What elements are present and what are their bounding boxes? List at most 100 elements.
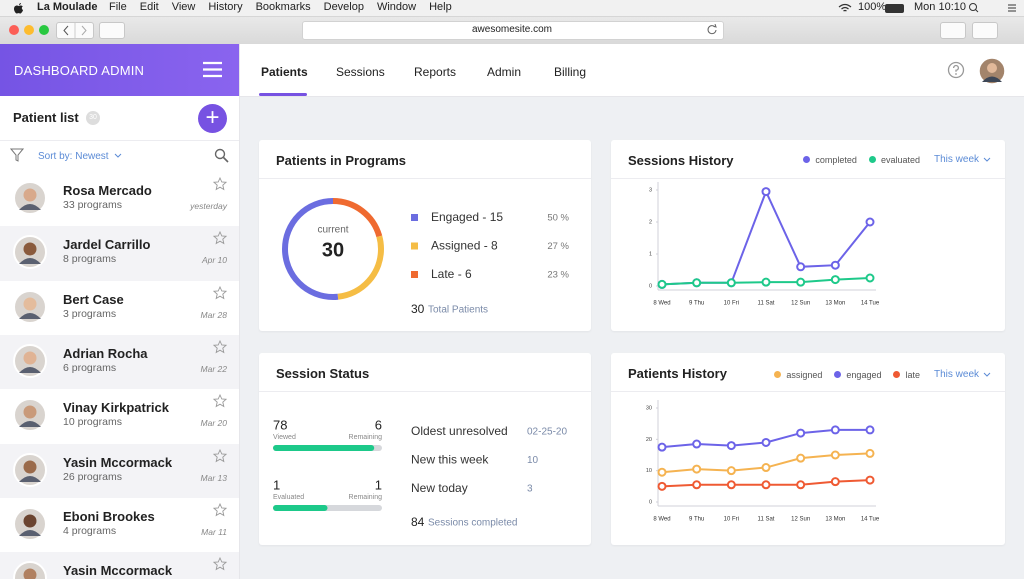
menu-item[interactable]: File [109, 1, 127, 13]
patient-row[interactable]: Bert Case 3 programs Mar 28 [0, 280, 239, 335]
menubar-icons [969, 3, 1016, 13]
avatar [13, 506, 47, 541]
patient-date: Mar 13 [200, 472, 227, 483]
avatar [13, 235, 47, 270]
search-icon[interactable] [214, 148, 230, 164]
patient-name: Eboni Brookes [63, 508, 155, 524]
patient-name: Adrian Rocha [63, 345, 148, 361]
card-divider [611, 178, 1005, 179]
patient-name: Yasin Mccormack [63, 454, 173, 470]
period-select[interactable]: This week [934, 369, 991, 380]
user-avatar[interactable] [978, 57, 1006, 85]
nav-tab[interactable]: Reports [414, 65, 457, 79]
nav-tab[interactable]: Patients [261, 65, 308, 79]
patients-history-card: Patients History assigned engaged late This… [611, 353, 1005, 545]
zoom-button[interactable] [39, 25, 49, 35]
patient-programs: 8 programs [63, 253, 117, 266]
menu-icon[interactable] [202, 61, 223, 78]
patient-date: Apr 10 [201, 255, 227, 266]
patient-date: Mar 20 [200, 418, 227, 429]
top-nav [240, 44, 1024, 97]
menu-item[interactable]: Bookmarks [255, 1, 311, 13]
menu-item[interactable]: View [171, 1, 196, 13]
legend-item[interactable]: assigned [774, 370, 822, 380]
sidebar-button[interactable] [99, 22, 125, 39]
legend-item[interactable]: completed [803, 155, 857, 165]
sidebar-title: DASHBOARD ADMIN [14, 63, 145, 78]
legend-item[interactable]: evaluated [868, 154, 920, 165]
app-name: La Moulade [37, 1, 98, 13]
patient-list: Rosa Mercado 33 programs yesterday Jardel C… [0, 172, 239, 579]
favorite-star[interactable] [213, 339, 227, 354]
period-chevron [983, 157, 991, 162]
patient-row[interactable]: Yasin Mccormack [0, 552, 239, 579]
legend: assigned engaged late This week [774, 369, 991, 380]
menu-item[interactable]: Window [376, 1, 417, 13]
patient-programs: 6 programs [63, 361, 117, 374]
patient-row[interactable]: Adrian Rocha 6 programs Mar 22 [0, 334, 239, 390]
nav-tab[interactable]: Billing [554, 65, 587, 79]
menu-item[interactable]: History [208, 1, 243, 13]
apple-icon [14, 3, 23, 14]
programs-card: Patients in Programs [259, 140, 591, 331]
nav-tab[interactable]: Admin [487, 65, 522, 79]
legend-label: evaluated [880, 154, 920, 165]
minimize-button[interactable] [24, 25, 34, 35]
share-button[interactable] [940, 22, 966, 39]
patient-name: Rosa Mercado [63, 183, 152, 198]
legend-dot [774, 371, 782, 378]
favorite-star[interactable] [213, 394, 227, 408]
legend-dot [803, 156, 811, 163]
divider [0, 140, 239, 141]
card-title: Patients in Programs [276, 153, 407, 168]
patient-row[interactable]: Eboni Brookes 4 programs Mar 11 [0, 497, 239, 553]
menubar [0, 0, 1024, 17]
menu-list: File Edit View History Bookmarks Develop Windo… [109, 1, 452, 13]
tabs-button[interactable] [972, 22, 998, 39]
reload-icon[interactable] [706, 24, 718, 36]
patient-row[interactable]: Jardel Carrillo 8 programs Apr 10 [0, 226, 239, 281]
sort-control[interactable]: Sort by: Newest [38, 151, 109, 162]
session-status-card: Session Status [259, 353, 591, 545]
period-select[interactable]: This week [934, 154, 991, 165]
favorite-star[interactable] [213, 502, 227, 517]
patient-row[interactable]: Rosa Mercado 33 programs yesterday [0, 172, 239, 227]
legend-item[interactable]: late [893, 370, 920, 380]
favorite-star[interactable] [213, 448, 227, 463]
legend-dot [868, 156, 876, 163]
wifi-icon [838, 3, 852, 12]
menu-item[interactable]: Help [429, 1, 452, 13]
favorite-star[interactable] [213, 557, 227, 571]
patient-row[interactable]: Vinay Kirkpatrick 10 programs Mar 20 [0, 389, 239, 444]
period-chevron [983, 372, 991, 377]
url-bar[interactable] [302, 21, 724, 40]
period-label: This week [933, 369, 979, 380]
favorite-star[interactable] [213, 285, 227, 300]
clock: Mon 10:10 [914, 1, 966, 13]
patient-name: Vinay Kirkpatrick [63, 400, 169, 416]
patient-programs: 4 programs [63, 524, 117, 537]
battery: 100% [858, 1, 887, 13]
patient-name: Yasin Mccormack [63, 563, 173, 579]
close-button[interactable] [9, 25, 19, 35]
patient-date: yesterday [190, 201, 227, 211]
card-divider [259, 391, 591, 392]
help-icon[interactable] [947, 61, 965, 79]
patient-date: Mar 11 [201, 526, 227, 537]
patient-name: Bert Case [63, 291, 124, 307]
filter-icon[interactable] [10, 148, 24, 162]
sort-chevron [114, 153, 122, 158]
legend-dot [893, 371, 901, 378]
menu-item[interactable]: Edit [139, 1, 159, 13]
patient-row[interactable]: Yasin Mccormack 26 programs Mar 13 [0, 443, 239, 498]
nav-tab[interactable]: Sessions [336, 65, 385, 79]
add-patient-button[interactable]: + [198, 104, 227, 133]
favorite-star[interactable] [213, 177, 227, 191]
legend-label: engaged [846, 369, 882, 380]
legend-item[interactable]: engaged [834, 370, 881, 380]
menu-item[interactable]: Develop [323, 1, 364, 13]
active-tab-indicator [259, 93, 307, 96]
card-title: Session Status [276, 366, 370, 381]
favorite-star[interactable] [213, 231, 227, 245]
